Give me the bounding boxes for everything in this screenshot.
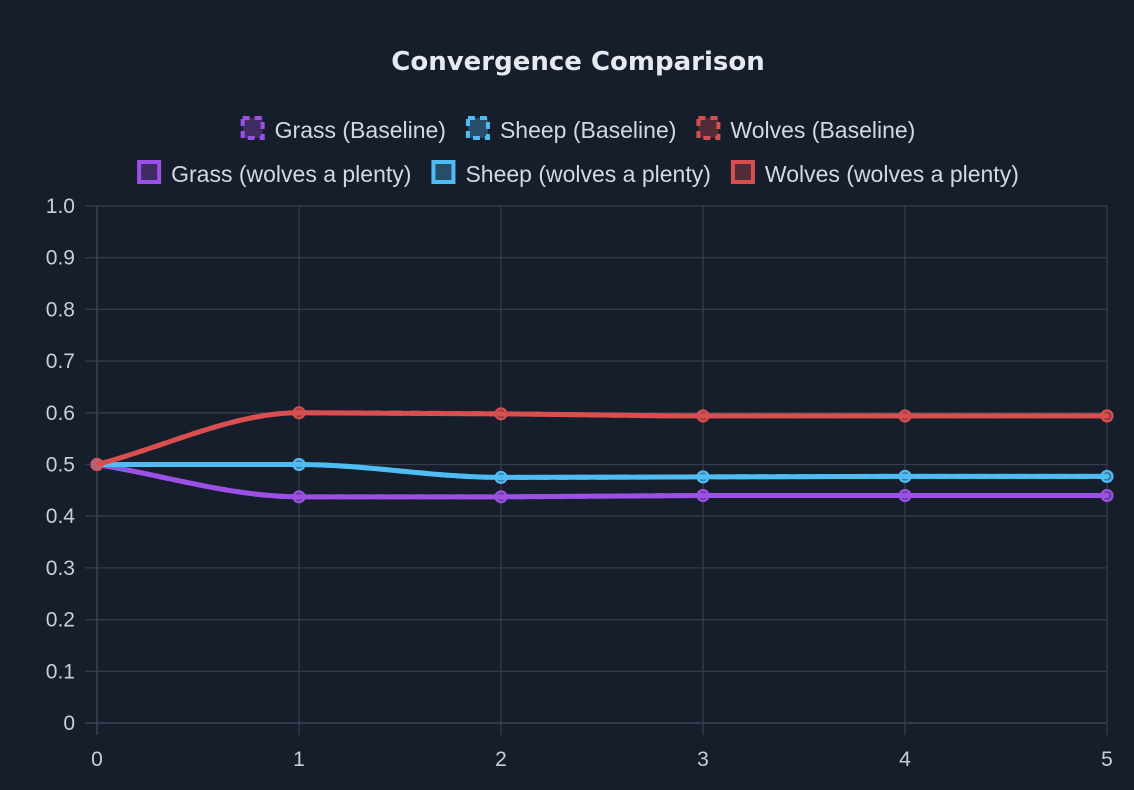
legend: Grass (Baseline) Sheep (Baseline) Wolves (…: [137, 116, 1019, 187]
legend-label: Sheep (Baseline): [500, 117, 676, 143]
data-point[interactable]: [494, 407, 508, 421]
data-point[interactable]: [1100, 489, 1114, 503]
legend-item-sheep-wolves-a-plenty[interactable]: Sheep (wolves a plenty): [431, 160, 711, 187]
x-tick-label: 5: [1101, 748, 1113, 771]
data-point[interactable]: [292, 490, 306, 504]
y-tick-label: 1.0: [46, 195, 75, 218]
x-tick-label: 0: [91, 748, 103, 771]
legend-swatch: [137, 160, 162, 184]
x-tick-label: 4: [899, 748, 911, 771]
series-wolves-wolves-a-plenty: [90, 406, 1114, 471]
y-tick-label: 0.7: [46, 350, 75, 373]
y-tick-label: 0.8: [46, 298, 75, 321]
legend-swatch: [730, 160, 755, 184]
y-tick-label: 0.4: [46, 505, 76, 528]
y-tick-label: 0.6: [46, 402, 75, 425]
data-point[interactable]: [898, 469, 912, 483]
y-tick-label: 0.3: [46, 557, 75, 580]
data-point[interactable]: [898, 489, 912, 503]
data-point[interactable]: [696, 489, 710, 503]
legend-item-grass-baseline[interactable]: Grass (Baseline): [240, 116, 446, 143]
legend-item-grass-wolves-a-plenty[interactable]: Grass (wolves a plenty): [137, 160, 411, 187]
legend-label: Wolves (Baseline): [730, 117, 915, 143]
legend-label: Grass (Baseline): [275, 117, 446, 143]
data-point[interactable]: [90, 458, 104, 471]
x-tick-label: 3: [697, 748, 709, 771]
legend-label: Wolves (wolves a plenty): [765, 161, 1019, 187]
series-line: [94, 461, 1110, 480]
data-point[interactable]: [1100, 469, 1114, 483]
legend-label: Grass (wolves a plenty): [171, 161, 411, 187]
chart-title: Convergence Comparison: [391, 47, 764, 77]
legend-item-wolves-wolves-a-plenty[interactable]: Wolves (wolves a plenty): [730, 160, 1019, 187]
x-tick-label: 2: [495, 748, 507, 771]
x-tick-label: 1: [293, 748, 305, 771]
legend-swatch: [431, 160, 456, 184]
legend-swatch: [465, 116, 490, 140]
series-line: [94, 410, 1110, 467]
series-line: [94, 462, 1110, 500]
legend-item-sheep-baseline[interactable]: Sheep (Baseline): [465, 116, 676, 143]
data-point[interactable]: [696, 470, 710, 484]
data-point[interactable]: [898, 409, 912, 423]
tick-labels: 0 0.1 0.2 0.3 0.4 0.5 0.6 0.7 0.8 0.9 1.0 0 1 2 3 4 5: [46, 195, 1113, 771]
data-point[interactable]: [1100, 409, 1114, 423]
series-sheep-wolves-a-plenty: [90, 458, 1114, 484]
data-point[interactable]: [494, 490, 508, 504]
y-tick-label: 0.9: [46, 247, 75, 270]
legend-swatch: [240, 116, 265, 140]
y-tick-label: 0.5: [46, 454, 75, 477]
series-layer: [90, 406, 1114, 504]
y-tick-label: 0.1: [46, 660, 75, 683]
y-tick-label: 0: [63, 712, 75, 735]
legend-swatch: [696, 116, 721, 140]
legend-item-wolves-baseline[interactable]: Wolves (Baseline): [696, 116, 915, 143]
y-tick-label: 0.2: [46, 609, 75, 632]
data-point[interactable]: [292, 458, 306, 471]
data-point[interactable]: [292, 406, 306, 420]
legend-label: Sheep (wolves a plenty): [465, 161, 710, 187]
data-point[interactable]: [696, 409, 710, 423]
grid: [85, 205, 1108, 735]
data-point[interactable]: [494, 470, 508, 484]
